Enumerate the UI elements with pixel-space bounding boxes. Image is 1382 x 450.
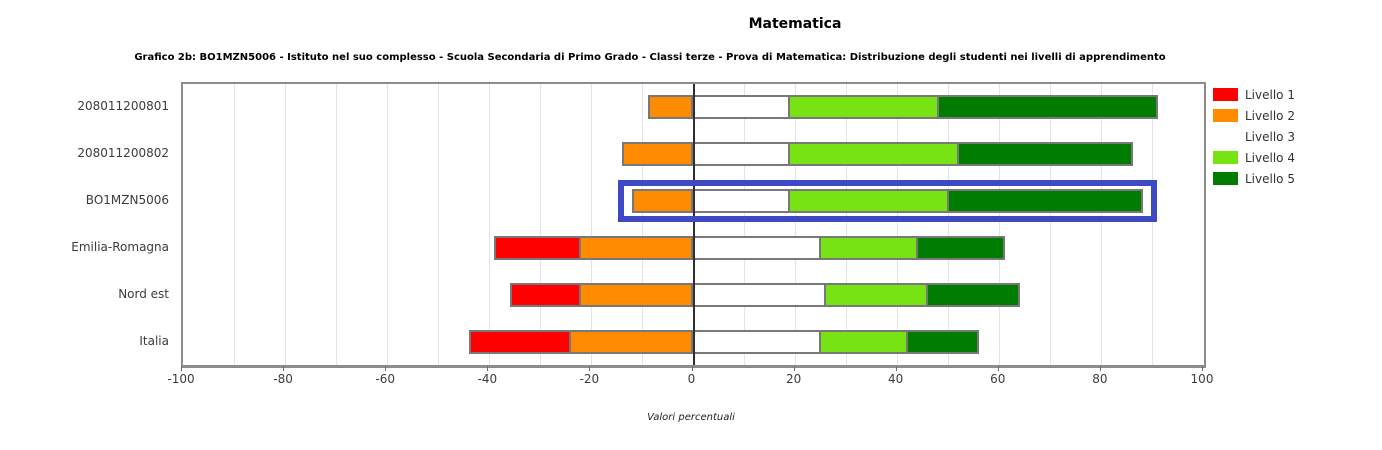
- grid-line: [488, 84, 490, 365]
- grid-line: [1152, 84, 1154, 365]
- x-tick-mark: [385, 366, 387, 371]
- legend-swatch: [1213, 109, 1238, 122]
- bar-segment-livello-3: [691, 329, 822, 354]
- x-tick-label: -80: [273, 372, 293, 386]
- legend-item-livello-5: Livello 5: [1213, 168, 1295, 189]
- x-tick-label: 80: [1092, 372, 1108, 386]
- bar-segment-livello-3: [691, 142, 791, 167]
- legend-swatch: [1213, 172, 1238, 185]
- plot-area: [181, 82, 1206, 368]
- bar-segment-livello-5: [926, 282, 1021, 307]
- grid-line: [1050, 84, 1052, 365]
- grid-line: [897, 84, 899, 365]
- x-tick-label: 0: [687, 372, 696, 386]
- grid-line: [641, 84, 643, 365]
- x-tick-label: 20: [785, 372, 802, 386]
- grid-line: [539, 84, 541, 365]
- x-tick-mark: [895, 366, 897, 371]
- x-tick-mark: [997, 366, 999, 371]
- grid-line: [795, 84, 797, 365]
- x-tick-mark: [589, 366, 591, 371]
- legend-label: Livello 5: [1245, 171, 1295, 186]
- bar-segment-livello-5: [905, 329, 980, 354]
- x-tick-label: -20: [579, 372, 600, 386]
- legend-item-livello-4: Livello 4: [1213, 147, 1295, 168]
- legend-label: Livello 2: [1245, 108, 1295, 123]
- grid-line: [744, 84, 746, 365]
- legend-swatch: [1213, 130, 1238, 143]
- x-tick-mark: [181, 366, 182, 371]
- y-axis-label: 208011200802: [77, 146, 169, 161]
- x-tick-mark: [793, 366, 795, 371]
- highlight-rect: [618, 180, 1157, 223]
- legend-item-livello-1: Livello 1: [1213, 84, 1295, 105]
- x-axis-title: Valori percentuali: [647, 412, 735, 423]
- x-tick-label: -40: [477, 372, 498, 386]
- legend-label: Livello 4: [1245, 150, 1295, 165]
- bar-segment-livello-3: [691, 189, 791, 214]
- grid-line: [284, 84, 286, 365]
- y-axis-label: 208011200801: [77, 99, 169, 114]
- bar-segment-livello-1: [494, 235, 582, 260]
- bar-segment-livello-2: [647, 95, 694, 120]
- bar-segment-livello-5: [946, 189, 1143, 214]
- bar-segment-livello-4: [819, 235, 919, 260]
- bar-segment-livello-3: [691, 95, 791, 120]
- legend-label: Livello 1: [1245, 87, 1295, 102]
- y-axis-label: Nord est: [118, 286, 169, 301]
- bar-segment-livello-2: [579, 282, 694, 307]
- x-tick-mark: [691, 366, 693, 371]
- grid-line: [386, 84, 388, 365]
- chart-subtitle: Grafico 2b: BO1MZN5006 - Istituto nel su…: [134, 52, 1166, 63]
- x-tick-label: 60: [990, 372, 1006, 386]
- x-tick-label: 100: [1190, 372, 1214, 386]
- grid-line: [846, 84, 848, 365]
- bar-segment-livello-2: [622, 142, 694, 167]
- x-tick-label: -60: [375, 372, 395, 386]
- legend-swatch: [1213, 151, 1238, 164]
- zero-line: [692, 84, 695, 365]
- bar-segment-livello-1: [509, 282, 582, 307]
- bar-segment-livello-1: [468, 329, 571, 354]
- legend: Livello 1 Livello 2 Livello 3 Livello 4 Live…: [1213, 84, 1295, 189]
- x-tick-label: -100: [167, 372, 195, 386]
- bar-segment-livello-4: [788, 95, 939, 120]
- grid-line: [948, 84, 950, 365]
- bar-segment-livello-4: [788, 142, 959, 167]
- chart-title: Matematica: [748, 16, 842, 32]
- legend-label: Livello 3: [1245, 129, 1295, 144]
- x-tick-mark: [283, 366, 285, 371]
- legend-item-livello-2: Livello 2: [1213, 105, 1295, 126]
- x-tick-mark: [1202, 366, 1203, 371]
- bar-segment-livello-5: [936, 95, 1159, 120]
- legend-item-livello-3: Livello 3: [1213, 126, 1295, 147]
- grid-line: [437, 84, 439, 365]
- bar-segment-livello-2: [568, 329, 694, 354]
- grid-line: [1101, 84, 1103, 365]
- bar-segment-livello-3: [691, 282, 827, 307]
- bar-segment-livello-2: [579, 235, 694, 260]
- x-tick-label: 40: [888, 372, 904, 386]
- bar-segment-livello-5: [916, 235, 1005, 260]
- grid-line: [590, 84, 592, 365]
- grid-line: [335, 84, 337, 365]
- x-tick-mark: [487, 366, 489, 371]
- bar-segment-livello-4: [788, 189, 949, 214]
- grid-line: [233, 84, 235, 365]
- legend-swatch: [1213, 88, 1238, 101]
- bar-segment-livello-3: [691, 235, 822, 260]
- y-axis-label: BO1MZN5006: [85, 193, 169, 208]
- y-axis-label: Italia: [139, 333, 169, 348]
- bar-segment-livello-4: [819, 329, 908, 354]
- bar-segment-livello-4: [824, 282, 929, 307]
- bar-segment-livello-5: [956, 142, 1133, 167]
- y-axis-label: Emilia-Romagna: [71, 239, 169, 254]
- x-tick-mark: [1099, 366, 1101, 371]
- grid-line: [999, 84, 1001, 365]
